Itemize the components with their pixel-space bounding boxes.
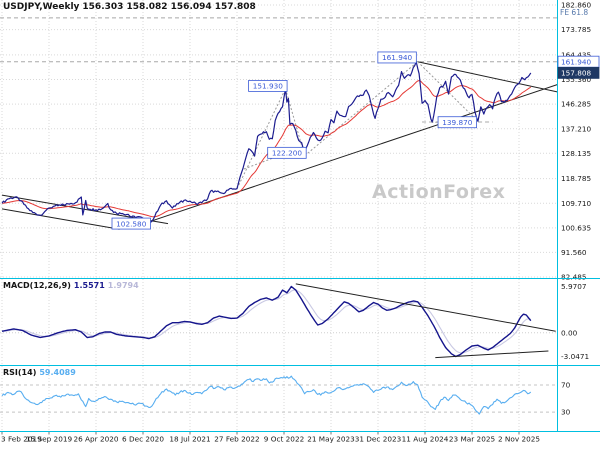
price-axis-label: 137.210 [561, 124, 592, 133]
macd-main-value: 1.5571 [73, 281, 105, 290]
rsi-axis-label: 30 [561, 408, 571, 417]
symbol-timeframe: USDJPY,Weekly [3, 2, 80, 12]
annotation-dotted-line[interactable] [236, 88, 286, 189]
rsi-line [1, 375, 532, 415]
macd-label: MACD(12,26,9) [3, 281, 71, 290]
price-axis-label: 155.360 [561, 75, 592, 84]
watermark: ActionForex [372, 181, 506, 203]
price-axis-label: 182.860 [561, 1, 592, 10]
price-callout-box[interactable] [437, 116, 477, 129]
date-label: 9 Oct 2022 [264, 435, 304, 444]
ma-line [1, 79, 532, 218]
price-callout-box[interactable] [377, 51, 417, 64]
macd-trendline[interactable] [295, 283, 556, 332]
date-label: 23 Mar 2025 [449, 435, 495, 444]
price-axis-label: 109.710 [561, 199, 592, 208]
macd-axis-label: 0.00 [561, 328, 578, 337]
rsi-value: 59.4089 [39, 368, 76, 377]
chart-title: USDJPY,Weekly 156.303 158.082 156.094 157… [3, 2, 259, 12]
date-label: 3 Feb 2019 [1, 435, 42, 444]
trendline[interactable] [1, 208, 120, 230]
rsi-axis-label: 70 [561, 381, 571, 390]
macd-signal-line [2, 289, 531, 354]
date-label: 11 Aug 2024 [402, 435, 449, 444]
price-axis-label: 128.135 [561, 149, 591, 158]
macd-trendline[interactable] [435, 350, 549, 359]
price-callout-box[interactable] [248, 80, 288, 92]
date-label: 15 Sep 2019 [26, 435, 73, 444]
price-callout-text: 102.580 [116, 219, 147, 228]
price-axis-label: 100.635 [561, 223, 591, 232]
price-axis-label: 118.785 [561, 174, 591, 183]
price-axis-label: 91.560 [561, 248, 587, 257]
date-label: 6 Dec 2020 [122, 435, 164, 444]
date-label: 2 Nov 2025 [498, 435, 540, 444]
price-callout-text: 139.870 [442, 118, 473, 127]
fib-extension-label: FE 61.8 [560, 8, 589, 17]
price-axis-label: 164.435 [561, 51, 591, 60]
date-label: 21 May 2023 [307, 435, 355, 444]
price-axis-label: 146.285 [561, 100, 591, 109]
trendline[interactable] [417, 61, 558, 93]
rsi-label: RSI(14) [3, 368, 37, 377]
date-label: 26 Apr 2020 [73, 435, 118, 444]
axis-callout-text: 161.940 [561, 57, 592, 66]
price-axis-label: 173.785 [561, 25, 591, 34]
axis-callout-text: 157.808 [561, 69, 592, 78]
price-callout-text: 161.940 [382, 53, 413, 62]
macd-axis-label: 5.9707 [561, 282, 587, 291]
date-label: 31 Dec 2023 [355, 435, 402, 444]
rsi-label-row: RSI(14) 59.4089 [3, 368, 79, 377]
macd-signal-value: 1.9794 [107, 281, 139, 290]
price-callout-box[interactable] [267, 146, 307, 159]
macd-label-row: MACD(12,26,9) 1.5571 1.9794 [3, 281, 142, 290]
price-axis-label: 82.485 [561, 273, 587, 282]
macd-axis-label: -3.0471 [561, 352, 589, 361]
price-callout-text: 122.200 [272, 149, 303, 158]
macd-line [1, 285, 532, 358]
current-price-tag [557, 66, 600, 79]
ohlc-values: 156.303 158.082 156.094 157.808 [82, 2, 256, 12]
price-callout-box[interactable] [111, 217, 151, 230]
price-callout-text: 151.930 [253, 82, 284, 91]
annotation-dotted-line[interactable] [304, 61, 419, 157]
date-label: 27 Feb 2022 [214, 435, 259, 444]
date-label: 18 Jul 2021 [169, 435, 210, 444]
price-line [1, 61, 532, 224]
